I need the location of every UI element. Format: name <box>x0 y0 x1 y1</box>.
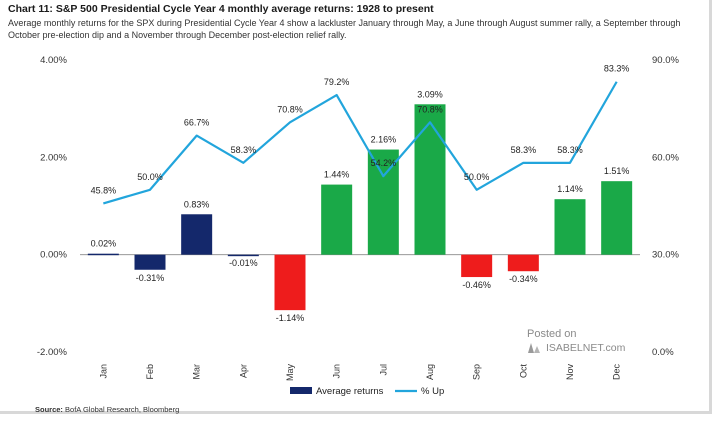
line-value-label: 79.2% <box>324 77 350 87</box>
line-value-label: 54.2% <box>371 158 397 168</box>
bar-value-label: 0.02% <box>91 239 117 249</box>
line-value-label: 58.3% <box>231 145 257 155</box>
bar-value-label: 3.09% <box>417 89 443 99</box>
x-tick-label: Apr <box>238 364 248 378</box>
y-left-tick-label: -2.00% <box>37 347 68 358</box>
line-value-label: 83.3% <box>604 64 630 74</box>
line-value-label: 70.8% <box>277 104 303 114</box>
line-value-label: 50.0% <box>137 172 163 182</box>
bar-feb <box>134 254 166 270</box>
bar-value-label: -0.34% <box>509 274 538 284</box>
bar-value-label: -0.01% <box>229 258 258 268</box>
bar-mar <box>181 214 213 255</box>
bar-value-label: 2.16% <box>371 135 397 145</box>
line-value-label: 58.3% <box>557 145 583 155</box>
bar-oct <box>507 254 539 272</box>
x-tick-label: Jan <box>98 364 108 379</box>
bar-dec <box>601 181 633 255</box>
source-note: Source: BofA Global Research, Bloomberg <box>35 405 179 414</box>
bar-value-label: -0.46% <box>462 280 491 290</box>
x-tick-label: Aug <box>425 364 435 380</box>
bar-jul <box>367 149 399 255</box>
source-label: Source: <box>35 405 63 414</box>
chart-frame <box>0 0 712 414</box>
legend-swatch-average-returns <box>290 387 312 394</box>
chart-title: Chart 11: S&P 500 Presidential Cycle Yea… <box>8 3 434 15</box>
bar-apr <box>227 254 259 257</box>
line-value-label: 45.8% <box>91 185 117 195</box>
line-value-label: 70.8% <box>417 104 443 114</box>
x-tick-label: Nov <box>565 364 575 381</box>
bar-value-label: -1.14% <box>276 313 305 323</box>
bar-value-label: 0.83% <box>184 199 210 209</box>
x-tick-label: Jun <box>332 364 342 379</box>
y-left-tick-label: 0.00% <box>40 250 67 261</box>
watermark-line1: Posted on <box>527 328 577 340</box>
bar-may <box>274 254 306 311</box>
bar-jun <box>321 184 353 255</box>
bar-jan <box>87 253 119 256</box>
x-tick-label: Sep <box>472 364 482 380</box>
x-tick-label: May <box>285 364 295 382</box>
y-right-tick-label: 90.0% <box>652 55 679 66</box>
bar-value-label: 1.51% <box>604 166 630 176</box>
y-left-tick-label: 4.00% <box>40 55 67 66</box>
line-value-label: 58.3% <box>511 145 537 155</box>
bar-value-label: 1.44% <box>324 170 350 180</box>
x-tick-label: Feb <box>145 364 155 380</box>
x-tick-label: Dec <box>612 364 622 381</box>
bar-nov <box>554 199 586 255</box>
pct-up-line <box>103 81 618 205</box>
chart-subtitle: Average monthly returns for the SPX duri… <box>8 18 681 40</box>
bar-sep <box>461 254 493 278</box>
source-text: BofA Global Research, Bloomberg <box>65 405 180 414</box>
legend-label-average-returns: Average returns <box>316 386 384 397</box>
isabelnet-logo-icon <box>528 343 540 353</box>
y-left-tick-label: 2.00% <box>40 152 67 163</box>
bar-aug <box>414 104 446 255</box>
watermark-site: ISABELNET.com <box>546 342 626 354</box>
x-tick-label: Jul <box>378 364 388 376</box>
x-tick-label: Mar <box>192 364 202 380</box>
line-value-label: 50.0% <box>464 172 490 182</box>
y-right-tick-label: 0.0% <box>652 347 674 358</box>
y-right-tick-label: 30.0% <box>652 250 679 261</box>
bar-value-label: 1.14% <box>557 184 583 194</box>
line-value-label: 66.7% <box>184 118 210 128</box>
y-right-tick-label: 60.0% <box>652 152 679 163</box>
legend-label-pct-up: % Up <box>421 386 444 397</box>
bar-value-label: -0.31% <box>136 273 165 283</box>
x-tick-label: Oct <box>518 364 528 379</box>
watermark: Posted on ISABELNET.com <box>527 327 625 355</box>
